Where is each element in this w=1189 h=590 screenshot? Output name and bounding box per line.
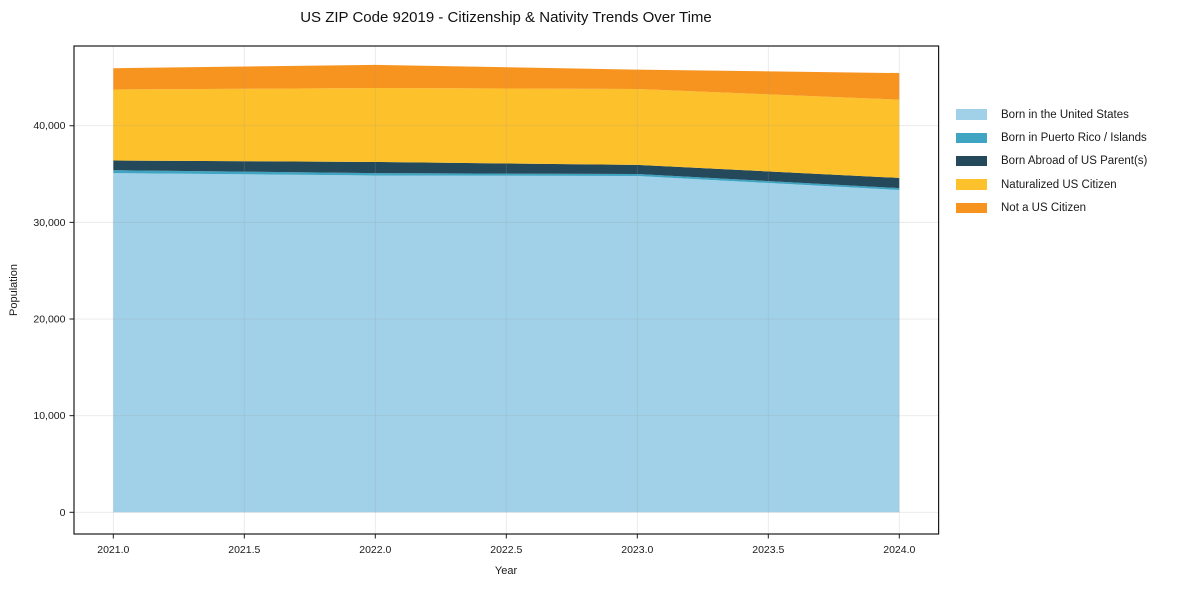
y-axis-label: Population [8,264,20,316]
legend-label: Naturalized US Citizen [1001,178,1117,191]
legend-label: Born in Puerto Rico / Islands [1001,131,1147,144]
area-series-4 [113,64,900,100]
y-tick-label: 30,000 [33,217,65,229]
legend-swatch [956,179,987,190]
x-tick-label: 2023.5 [752,544,784,556]
legend-item-1: Born in Puerto Rico / Islands [956,126,1147,149]
y-tick-label: 0 [60,507,66,519]
y-tick-label: 20,000 [33,314,65,326]
area-series-3 [113,88,900,178]
x-tick-label: 2021.5 [228,544,260,556]
x-tick-label: 2022.5 [490,544,522,556]
x-tick-label: 2024.0 [883,544,915,556]
legend-swatch [956,155,987,167]
legend-label: Not a US Citizen [1001,201,1087,214]
legend-swatch [956,109,987,120]
legend: Born in the United States Born in Puerto … [956,103,1147,219]
x-tick-label: 2022.0 [359,544,391,556]
legend-item-3: Naturalized US Citizen [956,173,1147,196]
legend-item-4: Not a US Citizen [956,196,1147,219]
legend-label: Born Abroad of US Parent(s) [1001,155,1148,168]
legend-item-2: Born Abroad of US Parent(s) [956,150,1147,173]
legend-swatch [956,202,987,214]
area-series-0 [113,173,900,513]
chart-title: US ZIP Code 92019 - Citizenship & Nativi… [300,9,712,26]
legend-item-0: Born in the United States [956,103,1147,126]
area-series-2 [113,160,900,189]
y-tick-label: 10,000 [33,410,65,422]
area-series-1 [113,170,900,190]
y-tick-label: 40,000 [33,120,65,132]
legend-swatch [956,132,987,144]
x-tick-label: 2023.0 [621,544,653,556]
legend-label: Born in the United States [1001,108,1129,121]
x-tick-label: 2021.0 [97,544,129,556]
x-axis-label: Year [494,565,518,577]
